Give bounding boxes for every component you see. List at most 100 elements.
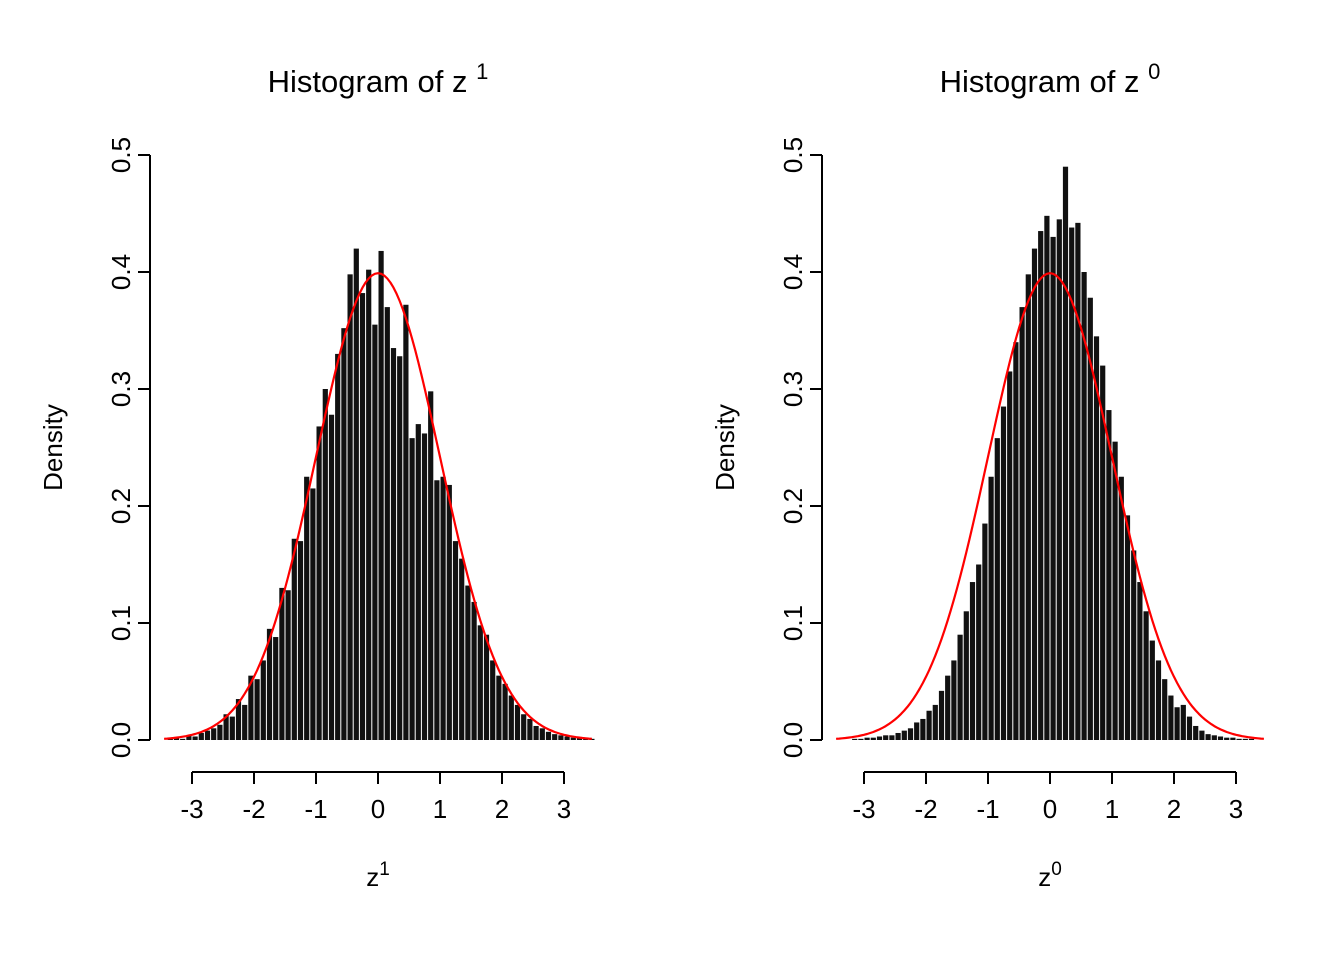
histogram-bar (1174, 707, 1180, 740)
histogram-bar (1155, 660, 1162, 740)
histogram-bar (1180, 704, 1186, 740)
histogram-bar (876, 736, 883, 740)
histogram-bar (1056, 219, 1062, 741)
y-tick-label: 0.4 (778, 254, 808, 290)
histogram-bar (976, 564, 982, 740)
histogram-bar (1044, 215, 1050, 741)
histogram-bar (1211, 735, 1217, 740)
histogram-bar (858, 738, 864, 740)
y-tick-label: 0.3 (778, 371, 808, 407)
histogram-bar (490, 660, 496, 740)
histogram-bar (1118, 476, 1124, 740)
histogram-bar (558, 735, 564, 740)
histogram-bar (173, 737, 180, 740)
histogram-bar (1038, 231, 1044, 741)
histogram-bar (951, 660, 957, 740)
histogram-bar (167, 738, 173, 740)
histogram-bar (545, 731, 552, 740)
panel-0: Histogram of z 1 0.0 0.1 0.2 0.3 0.4 0.5 Densit… (38, 59, 595, 892)
histogram-bar (994, 438, 1000, 740)
histogram-bar (1162, 679, 1168, 740)
y-tick-label: 0.4 (106, 254, 136, 290)
x-tick-label: 3 (1229, 794, 1243, 824)
histogram-bar (864, 737, 870, 740)
histogram-bar (1013, 342, 1019, 740)
histogram-bar (217, 724, 223, 740)
histogram-bar (322, 389, 328, 740)
histogram-bar (1186, 716, 1193, 740)
histogram-bar (870, 737, 876, 740)
histogram-bar (1168, 695, 1174, 740)
x-tick-label: -1 (304, 794, 327, 824)
histogram-bar (390, 348, 397, 740)
x-tick-label: -3 (852, 794, 875, 824)
histogram-bar (1069, 227, 1075, 741)
histogram-bar (1224, 737, 1230, 740)
histogram-bar (446, 484, 452, 740)
histogram-bar (1230, 737, 1236, 740)
histogram-bar (335, 353, 341, 740)
histogram-bar (366, 269, 372, 740)
y-tick-label: 0.3 (106, 371, 136, 407)
x-tick-label: 3 (557, 794, 571, 824)
histogram-bar (1019, 307, 1025, 740)
histogram-bar (852, 738, 858, 740)
density-curve (164, 272, 592, 740)
histogram-bar (982, 523, 988, 740)
histogram-bar (576, 737, 583, 740)
x-tick-label: -3 (180, 794, 203, 824)
histogram-bar (421, 433, 428, 740)
histogram-bar (938, 690, 945, 740)
histogram-bar (204, 730, 211, 740)
histogram-bar (452, 541, 459, 740)
histogram-bar (378, 250, 384, 740)
histogram-bar (570, 737, 576, 740)
histogram-bar (508, 695, 514, 740)
histogram-bar (963, 611, 969, 740)
histogram-bar (539, 728, 545, 740)
histogram-bar (403, 304, 409, 740)
x-tick-label: 0 (371, 794, 385, 824)
y-tick-label: 0.1 (778, 605, 808, 641)
histogram-bar (901, 730, 907, 740)
histogram-bars (852, 166, 1255, 741)
histogram-bar (1000, 406, 1007, 740)
histogram-bar (465, 585, 471, 740)
histogram-bar (1087, 297, 1093, 740)
histogram-bar (180, 738, 186, 740)
histogram-bar (496, 675, 502, 740)
histogram-right-svg: Histogram of z 0 0.0 0.1 0.2 0.3 0.4 0.5 Densit… (710, 59, 1264, 892)
histogram-bar (459, 558, 465, 740)
histogram-bar (415, 424, 421, 740)
histogram-bar (1199, 730, 1205, 740)
x-tick-label: -2 (914, 794, 937, 824)
histogram-bar (920, 718, 926, 740)
histogram-bars (167, 248, 595, 740)
histogram-bar (440, 476, 446, 740)
histogram-bar (1075, 222, 1081, 741)
histogram-bar (1124, 515, 1131, 740)
histogram-bar (384, 307, 390, 740)
y-tick-label: 0.5 (106, 137, 136, 173)
panel-1: Histogram of z 0 0.0 0.1 0.2 0.3 0.4 0.5 Densit… (672, 0, 1344, 960)
histogram-bar (260, 660, 266, 740)
y-axis-title: Density (38, 404, 68, 491)
y-tick-label: 0.2 (778, 488, 808, 524)
histogram-bar (477, 625, 483, 740)
histogram-bar (957, 634, 963, 740)
histogram-bar (279, 587, 285, 740)
histogram-bar (266, 628, 273, 740)
histogram-bar (926, 710, 932, 740)
histogram-bar (907, 728, 914, 740)
y-tick-label: 0.2 (106, 488, 136, 524)
y-tick-label: 0.0 (106, 722, 136, 758)
chart-title: Histogram of z 0 (940, 59, 1161, 99)
y-tick-label: 0.5 (778, 137, 808, 173)
histogram-bar (1007, 371, 1013, 740)
histogram-bar (229, 716, 235, 740)
histogram-bar (248, 675, 254, 740)
histogram-bar (514, 704, 521, 740)
histogram-bar (1193, 725, 1199, 740)
histogram-bar (1248, 738, 1255, 740)
histogram-bar (1236, 738, 1242, 740)
